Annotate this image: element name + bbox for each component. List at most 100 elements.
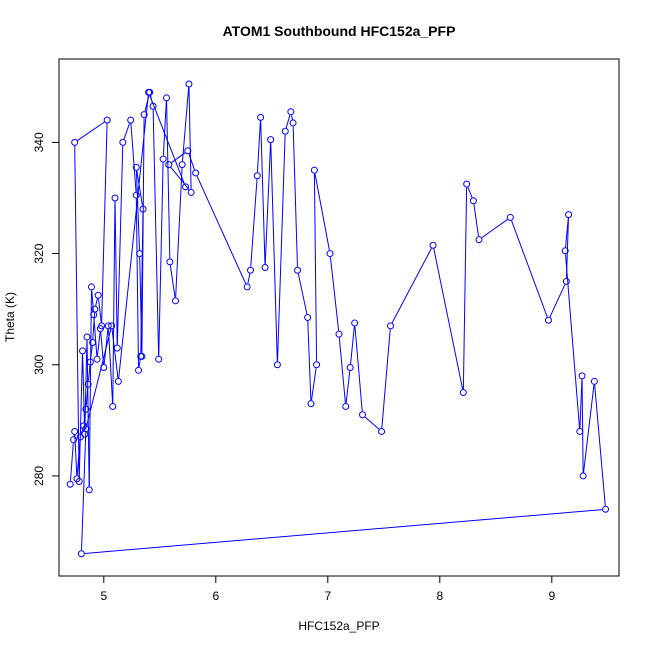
series-segment [149,95,185,184]
series-segment [169,265,176,298]
series-segment [311,368,317,401]
data-point [387,322,395,330]
data-point [70,436,78,444]
series-segment [87,365,91,381]
series-segment [181,87,190,162]
series-segment [277,134,286,362]
series-segment [139,257,143,353]
data-point [562,277,570,285]
data-point [463,180,471,188]
y-tick-label: 320 [32,243,46,263]
series-segment [354,326,363,412]
series-segment [247,273,251,284]
data-point [544,316,552,324]
data-point [313,361,321,369]
series-segment [292,126,298,267]
series-segment [581,379,584,473]
series-segment [135,198,139,367]
series-segment [78,354,83,479]
series-segment [74,434,78,476]
data-point [155,355,163,363]
series-segment [307,320,312,401]
series-segment [511,220,548,318]
data-point [145,88,153,96]
series-segment [381,329,391,429]
series-segment [329,256,340,331]
data-point [602,505,610,513]
series-segment [91,290,94,312]
series-segment [291,115,293,120]
series-segment [136,170,143,206]
data-point [294,266,302,274]
data-point [590,377,598,385]
series-segment [188,87,192,189]
data-point [113,344,121,352]
data-point [561,247,569,255]
data-point [132,163,140,171]
data-point [132,191,140,199]
data-point [138,352,146,360]
series-segment [297,273,308,315]
data-point [565,211,573,219]
data-point [429,241,437,249]
series-segment [69,443,74,481]
series-segment [364,416,380,430]
data-point [359,411,367,419]
data-point [326,250,334,258]
data-point [91,305,99,313]
data-point [163,94,171,102]
series-segment [467,187,473,198]
data-point [578,372,586,380]
series-segment [92,312,96,340]
series-segment [462,187,468,390]
data-point [85,486,93,494]
series-segment [118,95,149,379]
y-axis: 280 300 320 340 [32,132,60,486]
series-segment [481,219,508,239]
series-lines [69,87,606,554]
series-segment [583,384,595,473]
series-segment [158,162,164,356]
data-point [304,314,312,321]
series-segment [565,218,569,248]
series-segment [579,379,583,428]
series-segment [549,284,566,318]
data-point [75,477,83,485]
series-segment [171,152,186,163]
x-tick-label: 6 [212,589,219,603]
series-segment [107,329,114,403]
data-point [469,197,477,205]
data-point [94,291,102,299]
data-point [77,550,85,558]
data-point [90,311,98,319]
data-point [135,366,143,374]
data-point [86,358,94,366]
series-segment [116,145,124,345]
series-segment [473,204,479,237]
data-point [378,427,386,435]
data-point [166,258,174,266]
data-point [103,116,111,124]
data-point [267,136,275,144]
data-point [253,172,261,180]
data-point [184,147,192,155]
series-segment [81,432,87,551]
data-point [114,377,122,385]
data-point [66,480,74,488]
series-segment [350,326,355,365]
data-point [79,347,87,355]
x-tick-label: 5 [100,589,107,603]
series-segment [175,168,183,298]
data-point [342,402,350,410]
data-point [289,119,297,127]
series-segment [188,153,195,170]
series-segment [93,318,98,356]
series-segment [111,329,119,379]
series-segment [135,170,141,251]
data-point [171,297,179,305]
y-axis-label: Theta (K) [3,292,17,342]
data-point [140,111,148,119]
series-segment [270,143,278,362]
series-segment [285,115,291,129]
